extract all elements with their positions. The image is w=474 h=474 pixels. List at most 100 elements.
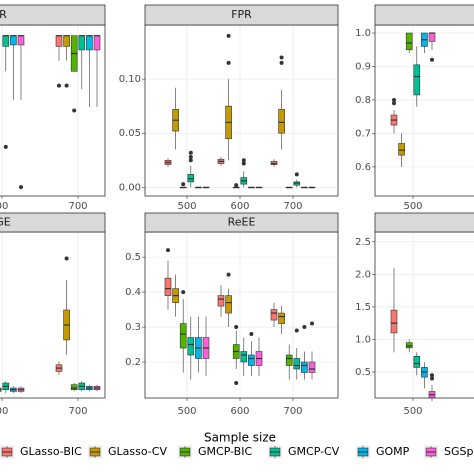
strip-title: GE bbox=[0, 216, 11, 229]
strip-title: FPR bbox=[231, 8, 252, 21]
y-tick-label: 0.8 bbox=[355, 95, 371, 106]
outlier bbox=[226, 272, 231, 277]
outlier bbox=[430, 376, 434, 381]
outlier bbox=[226, 33, 231, 38]
y-tick-label: 0.2 bbox=[125, 357, 141, 368]
y-tick-label: 0.5 bbox=[355, 367, 371, 378]
outlier bbox=[430, 57, 434, 62]
x-tick-label: 500 bbox=[177, 406, 196, 417]
box bbox=[10, 35, 17, 46]
x-tick-label: 00 bbox=[0, 201, 8, 212]
x-tick-label: 600 bbox=[230, 406, 249, 417]
y-tick-label: 1.0 bbox=[355, 28, 371, 39]
x-tick-label: 700 bbox=[68, 201, 87, 212]
outlier bbox=[234, 325, 239, 330]
box bbox=[240, 351, 248, 363]
outlier bbox=[241, 161, 246, 166]
box bbox=[63, 35, 70, 47]
box bbox=[308, 361, 316, 373]
box bbox=[428, 32, 436, 42]
strip bbox=[144, 212, 339, 233]
x-tick-label: 700 bbox=[283, 406, 302, 417]
legend-label: GOMP bbox=[376, 445, 410, 458]
box bbox=[93, 35, 101, 51]
box bbox=[217, 295, 225, 307]
x-axis-title: Sample size bbox=[204, 431, 276, 445]
box bbox=[398, 143, 405, 156]
box bbox=[293, 358, 301, 370]
outlier bbox=[166, 248, 170, 253]
box bbox=[17, 35, 25, 46]
box bbox=[55, 35, 63, 47]
outlier bbox=[392, 101, 396, 106]
box bbox=[78, 35, 86, 51]
outlier bbox=[241, 158, 246, 163]
outlier bbox=[188, 155, 193, 160]
box bbox=[285, 354, 293, 366]
box bbox=[70, 384, 78, 391]
strip bbox=[374, 4, 474, 26]
x-tick-label: 700 bbox=[283, 201, 302, 212]
x-tick-label: 500 bbox=[403, 201, 422, 212]
panel-background bbox=[375, 25, 474, 196]
outlier bbox=[64, 83, 69, 88]
x-tick-label: 600 bbox=[230, 201, 249, 212]
box bbox=[278, 312, 285, 324]
box bbox=[225, 295, 232, 314]
y-tick-label: 0.6 bbox=[355, 162, 371, 173]
strip bbox=[374, 212, 474, 233]
y-tick-label: 0.4 bbox=[125, 287, 141, 298]
y-tick-label: 0.5 bbox=[125, 252, 141, 263]
box bbox=[179, 323, 187, 349]
box bbox=[270, 309, 278, 321]
box bbox=[164, 277, 172, 296]
outlier bbox=[279, 55, 284, 60]
legend-label: GLasso-CV bbox=[108, 445, 167, 458]
outlier bbox=[279, 60, 284, 65]
y-tick-label: 1.5 bbox=[355, 302, 371, 313]
box bbox=[405, 32, 413, 51]
strip-title: R bbox=[0, 8, 7, 21]
box bbox=[86, 35, 93, 51]
y-tick-label: 0.9 bbox=[355, 61, 371, 72]
outlier bbox=[72, 108, 77, 113]
outlier bbox=[188, 158, 193, 163]
strip bbox=[0, 212, 106, 233]
box bbox=[413, 64, 421, 96]
outlier bbox=[181, 182, 186, 187]
outlier bbox=[3, 144, 8, 149]
box bbox=[2, 35, 10, 47]
strip bbox=[0, 4, 106, 26]
y-tick-label: 2.0 bbox=[355, 269, 371, 280]
box bbox=[405, 342, 413, 349]
outlier bbox=[249, 332, 254, 337]
strip-title: ReEE bbox=[228, 216, 256, 229]
y-tick-label: 0.00 bbox=[119, 182, 141, 193]
outlier bbox=[57, 83, 61, 88]
y-tick-label: 0.05 bbox=[119, 128, 141, 139]
box bbox=[248, 354, 255, 366]
legend-label: GLasso-BIC bbox=[20, 445, 82, 458]
outlier bbox=[234, 380, 239, 385]
outlier bbox=[19, 185, 23, 190]
outlier bbox=[310, 321, 314, 326]
outlier bbox=[294, 328, 299, 333]
box bbox=[278, 109, 285, 134]
y-tick-label: 0.10 bbox=[119, 74, 141, 85]
strip bbox=[144, 4, 339, 26]
y-tick-label: 2.5 bbox=[355, 237, 371, 248]
outlier bbox=[294, 172, 299, 177]
outlier bbox=[226, 60, 231, 65]
box bbox=[301, 361, 308, 373]
y-tick-label: 0.7 bbox=[355, 128, 371, 139]
box bbox=[390, 309, 398, 334]
box bbox=[187, 337, 195, 356]
outlier bbox=[302, 325, 307, 330]
legend-label: GMCP-CV bbox=[288, 445, 340, 458]
panel-background bbox=[0, 232, 105, 398]
outlier bbox=[188, 150, 193, 155]
legend-label: SGSplicin bbox=[444, 445, 474, 458]
outlier bbox=[181, 290, 186, 295]
outlier bbox=[64, 256, 69, 261]
